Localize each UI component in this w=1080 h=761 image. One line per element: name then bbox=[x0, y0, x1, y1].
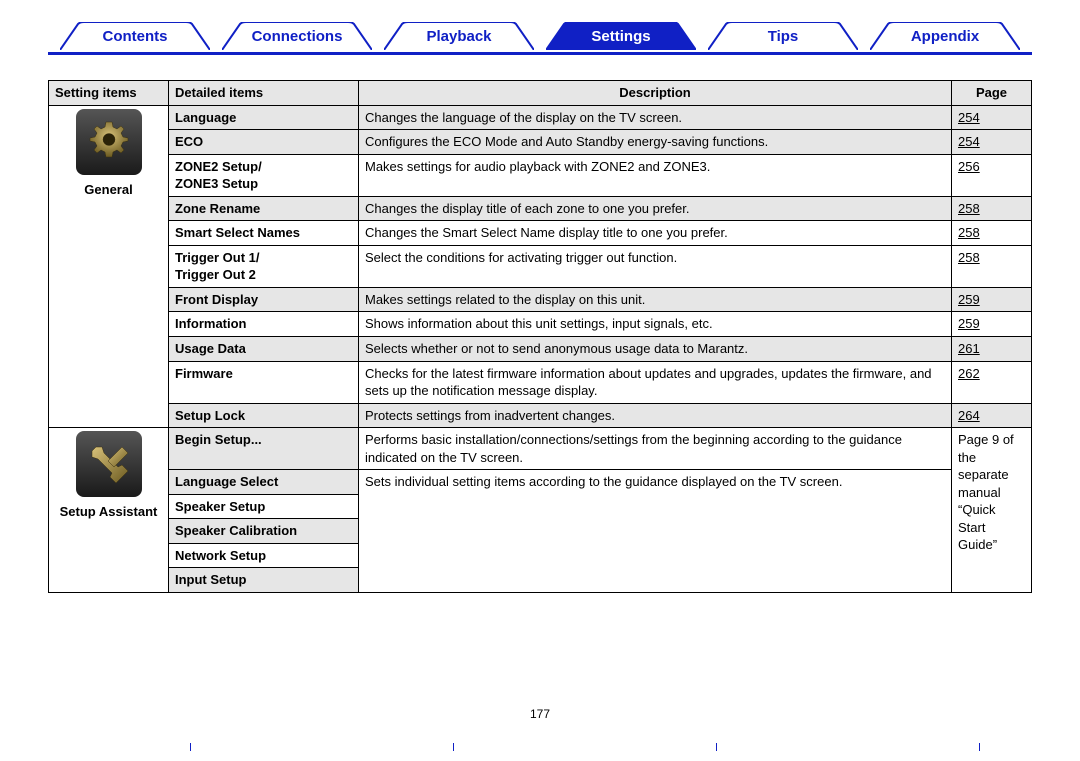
tab-label: Appendix bbox=[870, 22, 1020, 50]
table-row: Setup LockProtects settings from inadver… bbox=[49, 403, 1032, 428]
table-row: Setup AssistantBegin Setup...Performs ba… bbox=[49, 428, 1032, 470]
page-cell[interactable]: 258 bbox=[952, 221, 1032, 246]
tab-appendix[interactable]: Appendix bbox=[870, 22, 1020, 50]
tab-label: Settings bbox=[546, 22, 696, 50]
detail-cell: ZONE2 Setup/ZONE3 Setup bbox=[169, 154, 359, 196]
desc-cell: Performs basic installation/connections/… bbox=[359, 428, 952, 470]
tab-contents[interactable]: Contents bbox=[60, 22, 210, 50]
detail-cell: Language Select bbox=[169, 470, 359, 495]
desc-cell: Sets individual setting items according … bbox=[359, 470, 952, 593]
page-cell[interactable]: 259 bbox=[952, 287, 1032, 312]
gear-icon bbox=[76, 109, 142, 175]
table-row: InformationShows information about this … bbox=[49, 312, 1032, 337]
desc-cell: Changes the Smart Select Name display ti… bbox=[359, 221, 952, 246]
page-cell[interactable]: 261 bbox=[952, 337, 1032, 362]
desc-cell: Checks for the latest firmware informati… bbox=[359, 361, 952, 403]
page-cell[interactable]: 254 bbox=[952, 105, 1032, 130]
detail-cell: Information bbox=[169, 312, 359, 337]
category-cell: Setup Assistant bbox=[49, 428, 169, 593]
table-row: ECOConfigures the ECO Mode and Auto Stan… bbox=[49, 130, 1032, 155]
tab-tips[interactable]: Tips bbox=[708, 22, 858, 50]
desc-cell: Changes the display title of each zone t… bbox=[359, 196, 952, 221]
desc-cell: Selects whether or not to send anonymous… bbox=[359, 337, 952, 362]
detail-cell: Smart Select Names bbox=[169, 221, 359, 246]
detail-cell: Firmware bbox=[169, 361, 359, 403]
footer: 177 bbox=[0, 706, 1080, 721]
detail-cell: Input Setup bbox=[169, 568, 359, 593]
settings-table-wrap: Setting items Detailed items Description… bbox=[0, 55, 1080, 593]
desc-cell: Makes settings for audio playback with Z… bbox=[359, 154, 952, 196]
desc-cell: Select the conditions for activating tri… bbox=[359, 245, 952, 287]
th-description: Description bbox=[359, 81, 952, 106]
page-number: 177 bbox=[530, 707, 550, 721]
detail-cell: Usage Data bbox=[169, 337, 359, 362]
desc-cell: Protects settings from inadvertent chang… bbox=[359, 403, 952, 428]
page-cell[interactable]: Page 9 of the separate manual “Quick Sta… bbox=[952, 428, 1032, 593]
th-setting-items: Setting items bbox=[49, 81, 169, 106]
desc-cell: Shows information about this unit settin… bbox=[359, 312, 952, 337]
page-cell[interactable]: 262 bbox=[952, 361, 1032, 403]
table-row: FirmwareChecks for the latest firmware i… bbox=[49, 361, 1032, 403]
tab-playback[interactable]: Playback bbox=[384, 22, 534, 50]
page-cell[interactable]: 264 bbox=[952, 403, 1032, 428]
tab-label: Connections bbox=[222, 22, 372, 50]
tab-label: Tips bbox=[708, 22, 858, 50]
tab-label: Contents bbox=[60, 22, 210, 50]
nav-underline bbox=[48, 52, 1032, 55]
detail-cell: Network Setup bbox=[169, 543, 359, 568]
top-nav: Contents Connections Playback Settings Tips A… bbox=[0, 0, 1080, 55]
desc-cell: Configures the ECO Mode and Auto Standby… bbox=[359, 130, 952, 155]
page-cell[interactable]: 258 bbox=[952, 196, 1032, 221]
desc-cell: Changes the language of the display on t… bbox=[359, 105, 952, 130]
detail-cell: Front Display bbox=[169, 287, 359, 312]
wrench-icon bbox=[76, 431, 142, 497]
tab-settings[interactable]: Settings bbox=[546, 22, 696, 50]
page-cell[interactable]: 256 bbox=[952, 154, 1032, 196]
th-detailed-items: Detailed items bbox=[169, 81, 359, 106]
detail-cell: Trigger Out 1/Trigger Out 2 bbox=[169, 245, 359, 287]
tab-label: Playback bbox=[384, 22, 534, 50]
table-row: ZONE2 Setup/ZONE3 SetupMakes settings fo… bbox=[49, 154, 1032, 196]
detail-cell: Language bbox=[169, 105, 359, 130]
table-row: Language SelectSets individual setting i… bbox=[49, 470, 1032, 495]
page-cell[interactable]: 259 bbox=[952, 312, 1032, 337]
detail-cell: Speaker Calibration bbox=[169, 519, 359, 544]
footer-ticks bbox=[190, 743, 980, 751]
detail-cell: Setup Lock bbox=[169, 403, 359, 428]
th-page: Page bbox=[952, 81, 1032, 106]
table-row: Trigger Out 1/Trigger Out 2Select the co… bbox=[49, 245, 1032, 287]
detail-cell: Speaker Setup bbox=[169, 494, 359, 519]
desc-cell: Makes settings related to the display on… bbox=[359, 287, 952, 312]
detail-cell: Zone Rename bbox=[169, 196, 359, 221]
table-row: Front DisplayMakes settings related to t… bbox=[49, 287, 1032, 312]
table-row: GeneralLanguageChanges the language of t… bbox=[49, 105, 1032, 130]
category-cell: General bbox=[49, 105, 169, 428]
page-cell[interactable]: 254 bbox=[952, 130, 1032, 155]
table-row: Usage DataSelects whether or not to send… bbox=[49, 337, 1032, 362]
table-row: Smart Select NamesChanges the Smart Sele… bbox=[49, 221, 1032, 246]
table-row: Zone RenameChanges the display title of … bbox=[49, 196, 1032, 221]
detail-cell: ECO bbox=[169, 130, 359, 155]
tab-connections[interactable]: Connections bbox=[222, 22, 372, 50]
category-label: Setup Assistant bbox=[55, 503, 162, 521]
category-label: General bbox=[55, 181, 162, 199]
detail-cell: Begin Setup... bbox=[169, 428, 359, 470]
settings-table: Setting items Detailed items Description… bbox=[48, 80, 1032, 593]
page-cell[interactable]: 258 bbox=[952, 245, 1032, 287]
